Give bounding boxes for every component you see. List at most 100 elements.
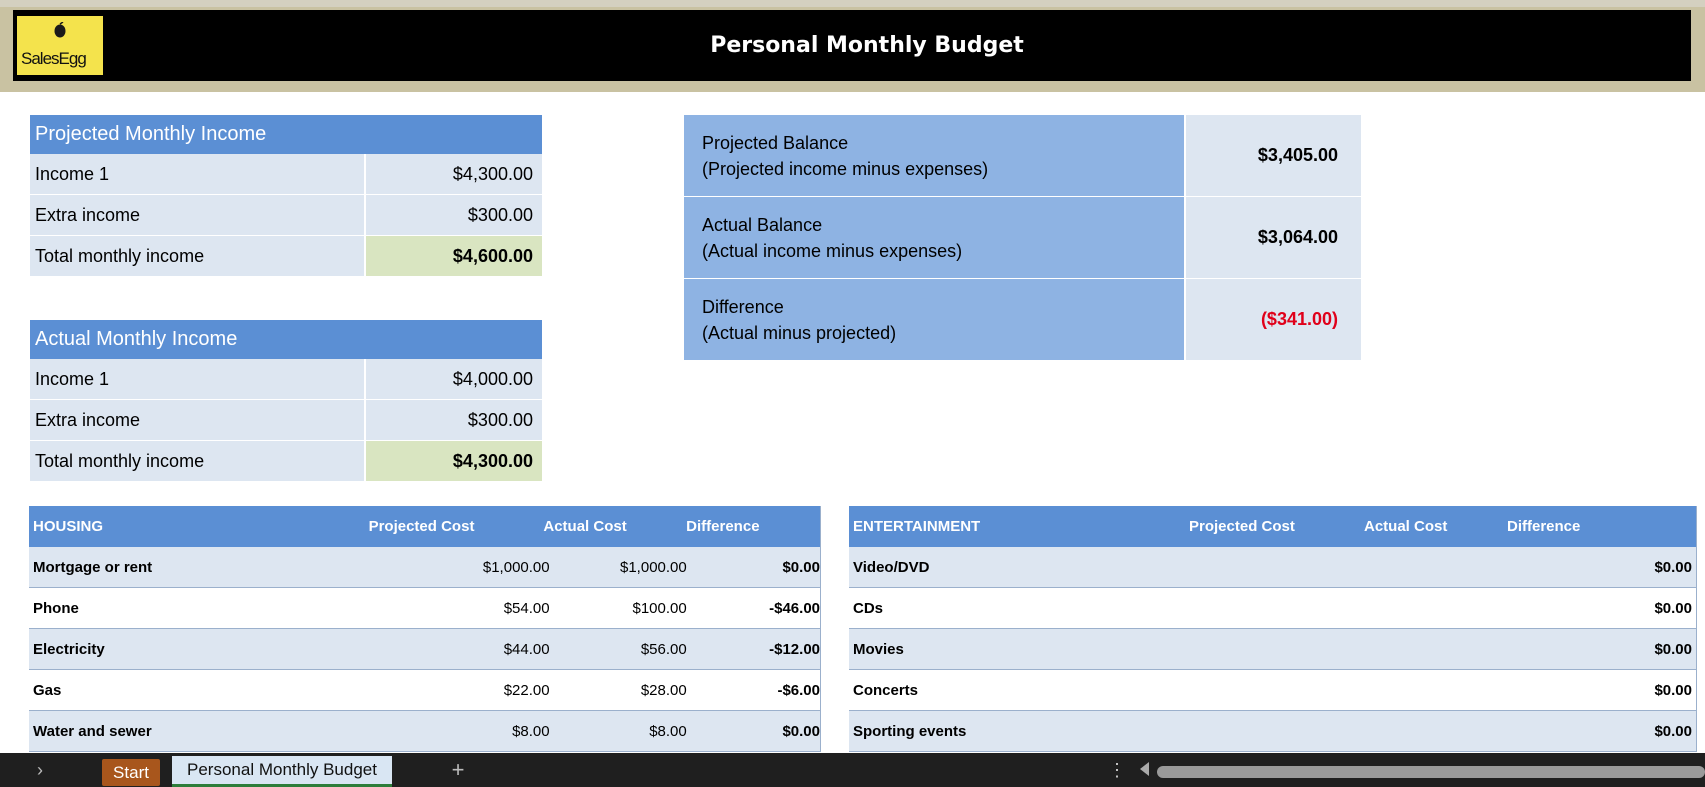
- difference-header[interactable]: Difference: [686, 518, 760, 535]
- chevron-right-icon[interactable]: ›: [37, 759, 43, 780]
- income-label[interactable]: Extra income: [30, 195, 366, 236]
- income-value[interactable]: $4,300.00: [366, 154, 542, 195]
- housing-header-row: HOUSING Projected Cost Actual Cost Diffe…: [29, 506, 820, 547]
- income-value[interactable]: $300.00: [366, 400, 542, 441]
- expense-name[interactable]: CDs: [853, 599, 884, 617]
- balance-sublabel: (Actual income minus expenses): [702, 240, 963, 261]
- expense-name[interactable]: Gas: [33, 681, 62, 699]
- cost-difference[interactable]: -$6.00: [777, 681, 820, 699]
- cost-difference[interactable]: $0.00: [1654, 681, 1692, 699]
- balance-label-cell[interactable]: Projected Balance (Projected income minu…: [684, 115, 1186, 197]
- expense-name[interactable]: Mortgage or rent: [33, 558, 153, 576]
- sheet-tab-start[interactable]: Start: [102, 759, 160, 786]
- table-row: Concerts $0.00: [849, 670, 1696, 711]
- expense-name[interactable]: Movies: [853, 640, 904, 658]
- actual-cost[interactable]: $28.00: [640, 681, 687, 699]
- balance-row: Difference (Actual minus projected) ($34…: [684, 279, 1361, 361]
- table-row: Mortgage or rent $1,000.00 $1,000.00 $0.…: [29, 547, 820, 588]
- entertainment-table: ENTERTAINMENT Projected Cost Actual Cost…: [849, 506, 1697, 752]
- cost-difference[interactable]: $0.00: [1654, 640, 1692, 658]
- scroll-left-icon[interactable]: [1140, 762, 1149, 776]
- expense-name[interactable]: Sporting events: [853, 722, 967, 740]
- income-label[interactable]: Extra income: [30, 400, 366, 441]
- page-title: Personal Monthly Budget: [710, 33, 1024, 58]
- balance-label: Difference: [702, 296, 784, 317]
- actual-cost[interactable]: $1,000.00: [620, 558, 687, 576]
- income-total-label[interactable]: Total monthly income: [30, 441, 366, 482]
- balance-row: Actual Balance (Actual income minus expe…: [684, 197, 1361, 279]
- projected-income-header: Projected Monthly Income: [30, 115, 542, 154]
- projected-balance-value[interactable]: $3,405.00: [1186, 115, 1361, 197]
- income-total-label[interactable]: Total monthly income: [30, 236, 366, 277]
- actual-cost-header[interactable]: Actual Cost: [543, 518, 627, 535]
- cost-difference[interactable]: $0.00: [1654, 722, 1692, 740]
- balance-label: Actual Balance: [702, 214, 823, 235]
- table-row: CDs $0.00: [849, 588, 1696, 629]
- table-row: Extra income $300.00: [30, 195, 542, 236]
- expense-name[interactable]: Electricity: [33, 640, 105, 658]
- balance-label-cell[interactable]: Actual Balance (Actual income minus expe…: [684, 197, 1186, 279]
- projected-cost[interactable]: $44.00: [503, 640, 550, 658]
- table-row: Electricity $44.00 $56.00 -$12.00: [29, 629, 820, 670]
- balance-label: Projected Balance: [702, 132, 849, 153]
- table-row: Video/DVD $0.00: [849, 547, 1696, 588]
- table-row: Total monthly income $4,300.00: [30, 441, 542, 482]
- table-row: Sporting events $0.00: [849, 711, 1696, 752]
- add-sheet-button[interactable]: +: [451, 757, 465, 782]
- entertainment-header[interactable]: ENTERTAINMENT: [853, 518, 981, 535]
- projected-cost-header[interactable]: Projected Cost: [1189, 518, 1295, 535]
- table-row: Income 1 $4,300.00: [30, 154, 542, 195]
- expense-name[interactable]: Video/DVD: [853, 558, 930, 576]
- balance-sublabel: (Projected income minus expenses): [702, 158, 989, 179]
- entertainment-header-row: ENTERTAINMENT Projected Cost Actual Cost…: [849, 506, 1696, 547]
- header-bar: [13, 10, 1691, 81]
- cost-difference[interactable]: $0.00: [1654, 558, 1692, 576]
- actual-cost[interactable]: $56.00: [640, 640, 687, 658]
- table-row: Gas $22.00 $28.00 -$6.00: [29, 670, 820, 711]
- income-value[interactable]: $4,000.00: [366, 359, 542, 400]
- income-label[interactable]: Income 1: [30, 359, 366, 400]
- projected-cost[interactable]: $1,000.00: [482, 558, 550, 576]
- projected-cost[interactable]: $22.00: [503, 681, 550, 699]
- actual-cost[interactable]: $8.00: [649, 722, 687, 740]
- cost-difference[interactable]: -$12.00: [769, 640, 820, 658]
- income-label[interactable]: Income 1: [30, 154, 366, 195]
- balance-sublabel: (Actual minus projected): [702, 322, 897, 343]
- cost-difference[interactable]: $0.00: [782, 722, 820, 740]
- egg-icon: [54, 22, 66, 38]
- column-header-strip: [0, 0, 1705, 7]
- table-row: Income 1 $4,000.00: [30, 359, 542, 400]
- actual-cost-header[interactable]: Actual Cost: [1364, 518, 1448, 535]
- income-total-value[interactable]: $4,300.00: [366, 441, 542, 482]
- projected-cost-header[interactable]: Projected Cost: [368, 518, 475, 535]
- housing-header[interactable]: HOUSING: [33, 518, 104, 535]
- expense-name[interactable]: Phone: [33, 599, 79, 617]
- projected-cost[interactable]: $8.00: [512, 722, 550, 740]
- table-row: Extra income $300.00: [30, 400, 542, 441]
- cost-difference[interactable]: -$46.00: [769, 599, 820, 617]
- difference-header[interactable]: Difference: [1507, 518, 1581, 535]
- expense-name[interactable]: Concerts: [853, 681, 919, 699]
- more-options-icon[interactable]: ⋮: [1108, 759, 1126, 780]
- projected-income-table: Projected Monthly Income Income 1 $4,300…: [30, 115, 542, 277]
- cost-difference[interactable]: $0.00: [782, 558, 820, 576]
- expense-name[interactable]: Water and sewer: [33, 722, 152, 740]
- income-total-value[interactable]: $4,600.00: [366, 236, 542, 277]
- balance-label-cell[interactable]: Difference (Actual minus projected): [684, 279, 1186, 361]
- horizontal-scrollbar[interactable]: [1157, 766, 1705, 778]
- actual-balance-value[interactable]: $3,064.00: [1186, 197, 1361, 279]
- table-row: Total monthly income $4,600.00: [30, 236, 542, 277]
- logo-text: SalesEgg: [21, 49, 87, 68]
- actual-cost[interactable]: $100.00: [632, 599, 687, 617]
- table-row: Movies $0.00: [849, 629, 1696, 670]
- cost-difference[interactable]: $0.00: [1654, 599, 1692, 617]
- actual-income-header: Actual Monthly Income: [30, 320, 542, 359]
- housing-table: HOUSING Projected Cost Actual Cost Diffe…: [29, 506, 821, 752]
- projected-cost[interactable]: $54.00: [503, 599, 550, 617]
- balance-row: Projected Balance (Projected income minu…: [684, 115, 1361, 197]
- balance-panel: Projected Balance (Projected income minu…: [684, 115, 1361, 361]
- difference-value[interactable]: ($341.00): [1186, 279, 1361, 361]
- sheet-tab-personal-monthly-budget[interactable]: Personal Monthly Budget: [172, 756, 392, 787]
- actual-income-table: Actual Monthly Income Income 1 $4,000.00…: [30, 320, 542, 482]
- income-value[interactable]: $300.00: [366, 195, 542, 236]
